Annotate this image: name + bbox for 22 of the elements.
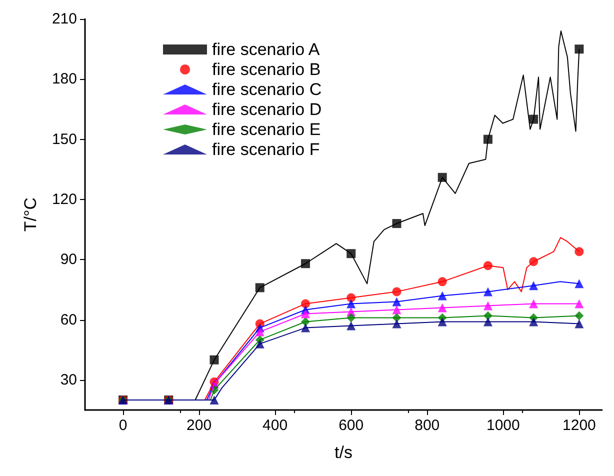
x-tick-label: 600 — [338, 417, 364, 434]
x-tick-label: 800 — [414, 417, 440, 434]
legend-label: fire scenario A — [212, 40, 320, 59]
y-tick-label: 120 — [52, 190, 77, 208]
y-tick-label: 150 — [52, 130, 77, 148]
y-tick-label: 180 — [52, 70, 77, 88]
y-tick-label: 90 — [60, 251, 77, 268]
x-tick-label: 1200 — [562, 417, 596, 434]
legend-label: fire scenario D — [212, 100, 322, 119]
y-tick-label: 60 — [60, 311, 77, 328]
legend-label: fire scenario B — [212, 60, 321, 79]
legend-label: fire scenario C — [212, 80, 322, 99]
x-tick-label: 200 — [186, 417, 212, 434]
x-tick-label: 1000 — [486, 417, 520, 434]
y-tick-label: 210 — [52, 10, 77, 28]
y-tick-label: 30 — [60, 371, 77, 388]
y-axis-title: T/°C — [21, 197, 40, 232]
x-tick-label: 400 — [262, 417, 288, 434]
legend-label: fire scenario E — [212, 120, 321, 139]
x-tick-label: 0 — [118, 417, 128, 434]
legend-label: fire scenario F — [212, 140, 320, 159]
x-axis-title: t/s — [334, 443, 352, 462]
